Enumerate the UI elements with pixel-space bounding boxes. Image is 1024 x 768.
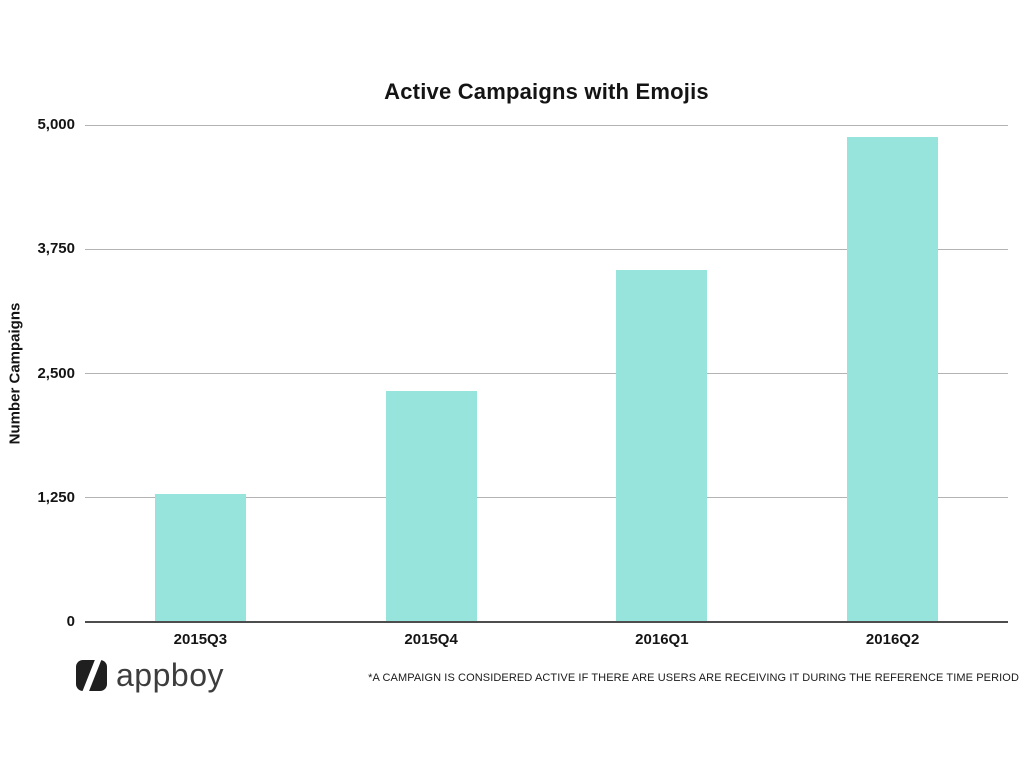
- appboy-logo-text: appboy: [116, 657, 224, 693]
- bar-2015Q3: [154, 493, 246, 622]
- bar-2015Q4: [385, 391, 477, 622]
- gridline: [85, 497, 1008, 499]
- gridline: [85, 248, 1008, 250]
- x-tick-label: 2015Q3: [173, 631, 228, 648]
- appboy-logo: appboy: [75, 657, 224, 695]
- x-tick-label: 2016Q2: [865, 631, 920, 648]
- y-tick-label: 3,750: [37, 240, 75, 258]
- x-axis-line: [85, 621, 1008, 623]
- y-tick-label: 2,500: [37, 364, 75, 382]
- plot-area: [85, 124, 1008, 623]
- footnote: *A CAMPAIGN IS CONSIDERED ACTIVE IF THER…: [368, 672, 1019, 684]
- gridline: [85, 124, 1008, 126]
- x-tick-label: 2015Q4: [404, 631, 458, 648]
- bar-2016Q1: [616, 270, 708, 622]
- bar-2016Q2: [847, 136, 939, 622]
- chart-title: Active Campaigns with Emojis: [384, 79, 709, 104]
- x-tick-label: 2016Q1: [635, 631, 689, 648]
- y-tick-label: 5,000: [37, 116, 75, 133]
- y-tick-label: 0: [66, 613, 75, 630]
- y-tick-label: 1,250: [37, 488, 75, 506]
- gridline: [85, 373, 1008, 374]
- appboy-logo-icon: [75, 657, 109, 695]
